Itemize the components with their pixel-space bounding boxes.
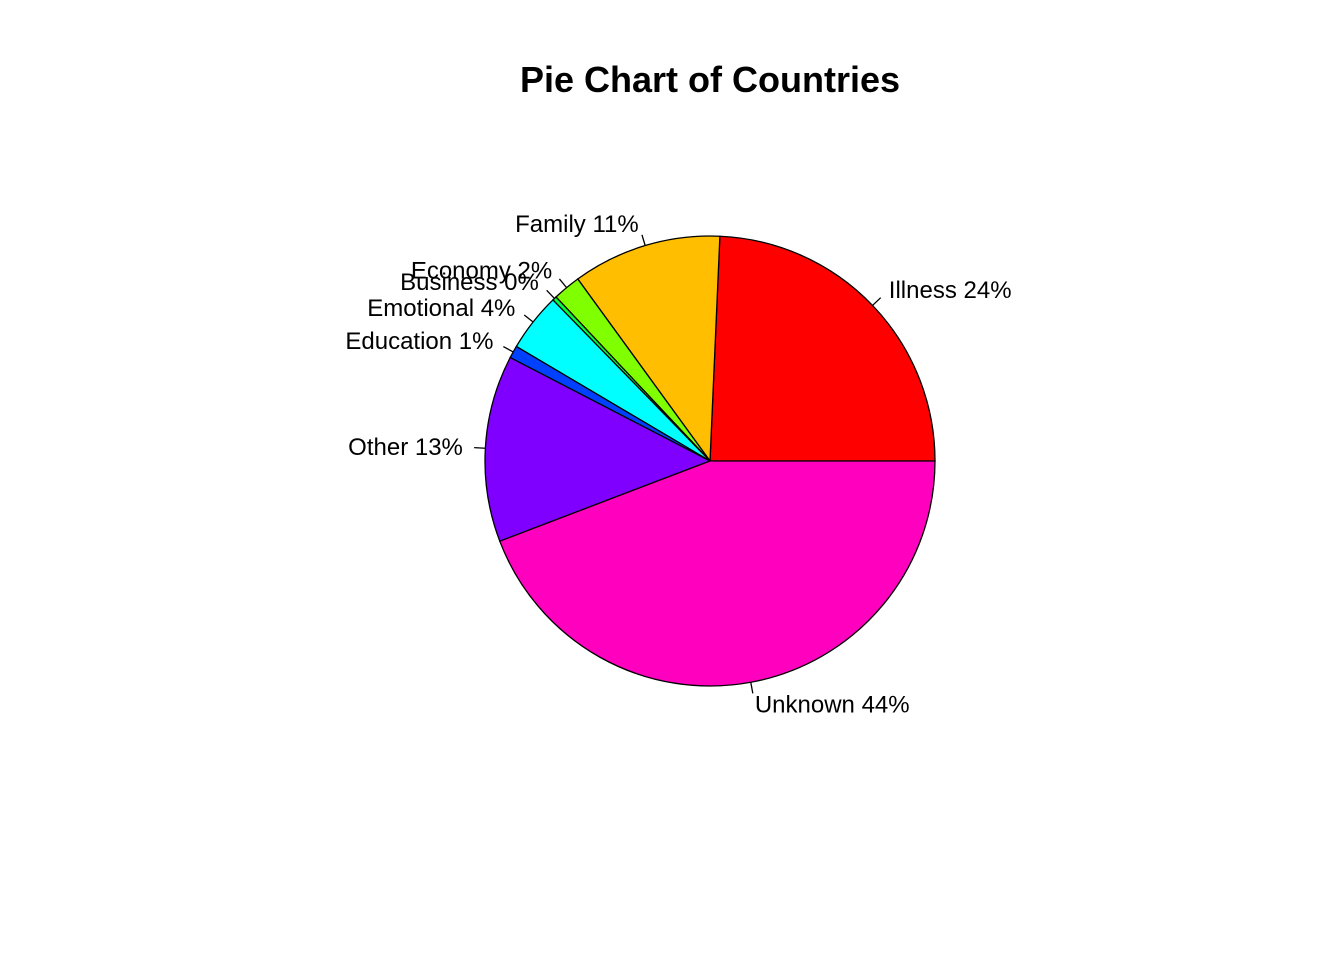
chart-title: Pie Chart of Countries <box>520 59 900 100</box>
slice-label-business: Business 0% <box>400 269 539 296</box>
slice-label-economy: Economy 2% <box>411 257 552 284</box>
slice-label-education: Education 1% <box>345 328 493 355</box>
pie-slice-illness <box>709 235 936 462</box>
slice-label-other: Other 13% <box>348 434 463 461</box>
pie-leader-lines <box>474 234 882 694</box>
leader-line-education <box>503 345 514 353</box>
slice-label-emotional: Emotional 4% <box>367 295 515 322</box>
slice-label-illness: Illness 24% <box>889 277 1012 304</box>
pie-slice-family <box>576 235 721 463</box>
pie-slice-unknown <box>498 460 936 687</box>
leader-line-other <box>474 447 486 449</box>
leader-line-family <box>641 234 646 246</box>
leader-line-emotional <box>523 314 534 323</box>
pie-slice-other <box>484 356 712 543</box>
slice-label-family: Family 11% <box>515 211 639 238</box>
leader-line-unknown <box>750 682 754 694</box>
leader-line-economy <box>558 278 568 289</box>
leader-line-illness <box>872 297 882 306</box>
leader-line-business <box>546 289 555 299</box>
pie-slices <box>484 235 936 687</box>
pie-labels: Illness 24% Family 11% Economy 2%Business … <box>345 211 1011 718</box>
slice-label-unknown: Unknown 44% <box>755 691 910 718</box>
